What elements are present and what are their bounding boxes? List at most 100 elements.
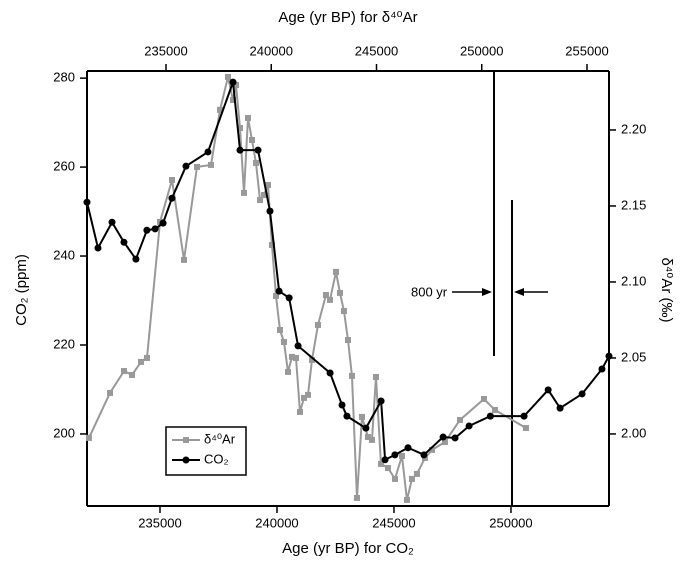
data-point (236, 124, 243, 131)
data-point (285, 294, 293, 302)
data-point (107, 389, 114, 396)
legend-box (165, 426, 247, 476)
data-point (420, 451, 428, 459)
data-point (391, 475, 398, 482)
x-tick-label: 245000 (372, 515, 415, 530)
data-point (403, 496, 410, 503)
data-point (391, 451, 399, 459)
legend-label: CO₂ (204, 451, 229, 466)
data-point (322, 292, 329, 299)
x-axis-label: Age (yr BP) for CO₂ (282, 540, 414, 557)
data-point (362, 424, 370, 432)
data-point (232, 81, 239, 88)
data-point (294, 342, 302, 350)
data-point (332, 268, 339, 275)
data-point (398, 452, 405, 459)
lag-annotation: 800 yr (411, 71, 548, 506)
series-line (88, 76, 527, 501)
data-point (159, 219, 167, 227)
y-axis-label: CO₂ (ppm) (13, 254, 30, 326)
data-point (326, 296, 333, 303)
data-point (578, 390, 586, 398)
data-point (304, 391, 311, 398)
x2-tick-label: 255000 (565, 43, 608, 58)
data-point (300, 394, 307, 401)
legend-marker (183, 437, 189, 443)
x-tick-label: 250000 (489, 515, 532, 530)
data-point (275, 287, 283, 295)
y-tick-label: 200 (53, 425, 75, 440)
data-point (343, 412, 351, 420)
data-point (224, 73, 231, 80)
data-point (266, 207, 274, 215)
data-point (240, 189, 247, 196)
data-point (284, 368, 291, 375)
data-point (256, 197, 263, 204)
data-point (168, 194, 176, 202)
data-point (451, 434, 459, 442)
data-point (204, 148, 212, 156)
arrow-head (514, 288, 524, 296)
data-point (252, 159, 259, 166)
y2-tick-label: 2.05 (621, 349, 646, 364)
data-point (544, 386, 552, 394)
data-point (143, 354, 150, 361)
data-point (520, 412, 528, 420)
data-point (244, 114, 251, 121)
y2-tick-label: 2.20 (621, 121, 646, 136)
data-point (182, 162, 190, 170)
y2-tick-label: 2.00 (621, 425, 646, 440)
data-point (229, 78, 237, 86)
data-point (83, 198, 91, 206)
data-point (254, 146, 262, 154)
data-point (377, 397, 385, 405)
x-tick-label: 235000 (138, 515, 181, 530)
data-point (207, 161, 214, 168)
data-point (465, 422, 473, 430)
data-point (377, 460, 384, 467)
data-point (326, 369, 334, 377)
x2-tick-label: 245000 (355, 43, 398, 58)
data-point (344, 337, 351, 344)
x-tick-label: 240000 (255, 515, 298, 530)
data-point (85, 434, 92, 441)
data-point (480, 395, 487, 402)
y-tick-label: 280 (53, 70, 75, 85)
data-point (272, 292, 279, 299)
data-point (288, 353, 295, 360)
x2-tick-label: 250000 (460, 43, 503, 58)
y2-tick-label: 2.15 (621, 197, 646, 212)
data-point (280, 339, 287, 346)
data-point (364, 433, 371, 440)
data-point (598, 365, 606, 373)
data-point (143, 226, 151, 234)
data-point (120, 238, 128, 246)
data-point (216, 106, 223, 113)
y2-axis-label: δ⁴⁰Ar (‰) (658, 258, 675, 323)
data-point (486, 412, 494, 420)
data-point (276, 326, 283, 333)
data-point (368, 436, 375, 443)
data-point (169, 176, 176, 183)
y-tick-label: 220 (53, 336, 75, 351)
data-point (336, 289, 343, 296)
data-point (236, 146, 244, 154)
data-point (338, 401, 346, 409)
data-point (428, 446, 435, 453)
data-point (384, 465, 391, 472)
data-point (296, 408, 303, 415)
data-point (268, 242, 275, 249)
data-point (292, 354, 299, 361)
data-point (413, 470, 420, 477)
data-point (441, 439, 448, 446)
data-point (264, 181, 271, 188)
data-point (353, 494, 360, 501)
data-point (404, 444, 412, 452)
series-line (86, 81, 610, 462)
data-point (381, 456, 389, 464)
x2-tick-label: 235000 (144, 43, 187, 58)
data-point (132, 255, 140, 263)
data-point (229, 97, 236, 104)
annotation-text: 800 yr (411, 284, 448, 299)
